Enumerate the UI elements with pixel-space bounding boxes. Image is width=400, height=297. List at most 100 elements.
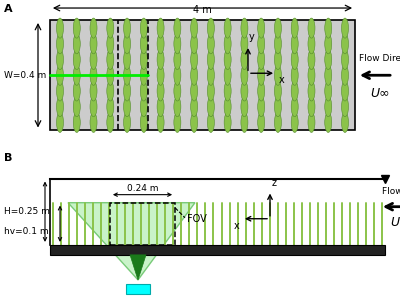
Text: Flow Direction: Flow Direction [359, 54, 400, 63]
Text: B: B [4, 153, 12, 162]
Ellipse shape [207, 50, 214, 69]
Ellipse shape [124, 34, 130, 54]
Ellipse shape [207, 97, 214, 117]
Ellipse shape [107, 50, 114, 69]
Ellipse shape [191, 18, 198, 38]
Ellipse shape [73, 34, 80, 54]
Ellipse shape [224, 18, 231, 38]
Ellipse shape [325, 50, 332, 69]
Ellipse shape [308, 81, 315, 101]
Text: FOV: FOV [187, 214, 207, 224]
Ellipse shape [140, 112, 147, 132]
Ellipse shape [342, 112, 348, 132]
Ellipse shape [274, 112, 282, 132]
Text: 0.24 m: 0.24 m [127, 184, 158, 193]
Ellipse shape [274, 97, 282, 117]
Ellipse shape [207, 34, 214, 54]
Ellipse shape [90, 18, 97, 38]
Ellipse shape [258, 50, 265, 69]
Ellipse shape [174, 97, 181, 117]
Ellipse shape [308, 18, 315, 38]
Ellipse shape [258, 97, 265, 117]
Ellipse shape [107, 97, 114, 117]
Ellipse shape [107, 65, 114, 85]
Text: U∞: U∞ [390, 216, 400, 229]
Polygon shape [68, 203, 195, 280]
Ellipse shape [73, 112, 80, 132]
Ellipse shape [325, 65, 332, 85]
Ellipse shape [191, 34, 198, 54]
Ellipse shape [241, 50, 248, 69]
Ellipse shape [191, 65, 198, 85]
Bar [50, 20, 355, 130]
Ellipse shape [157, 81, 164, 101]
Ellipse shape [124, 18, 130, 38]
Ellipse shape [291, 18, 298, 38]
Ellipse shape [308, 65, 315, 85]
Ellipse shape [73, 65, 80, 85]
Text: x: x [233, 221, 239, 231]
Ellipse shape [224, 112, 231, 132]
Ellipse shape [342, 65, 348, 85]
Text: y: y [249, 32, 255, 42]
Ellipse shape [207, 65, 214, 85]
Ellipse shape [56, 18, 64, 38]
Ellipse shape [342, 34, 348, 54]
Ellipse shape [56, 34, 64, 54]
Ellipse shape [157, 34, 164, 54]
Ellipse shape [258, 18, 265, 38]
Ellipse shape [140, 34, 147, 54]
Ellipse shape [274, 34, 282, 54]
Ellipse shape [73, 50, 80, 69]
Ellipse shape [140, 97, 147, 117]
Ellipse shape [56, 81, 64, 101]
Ellipse shape [241, 18, 248, 38]
Ellipse shape [90, 34, 97, 54]
Ellipse shape [325, 34, 332, 54]
Ellipse shape [90, 112, 97, 132]
Ellipse shape [124, 112, 130, 132]
Ellipse shape [291, 65, 298, 85]
Ellipse shape [258, 34, 265, 54]
Ellipse shape [325, 97, 332, 117]
Ellipse shape [224, 81, 231, 101]
Ellipse shape [325, 18, 332, 38]
Ellipse shape [274, 50, 282, 69]
Text: H=0.25 m: H=0.25 m [4, 207, 50, 216]
Ellipse shape [174, 50, 181, 69]
Ellipse shape [90, 65, 97, 85]
Ellipse shape [291, 112, 298, 132]
Ellipse shape [342, 50, 348, 69]
Text: hv=0.1 m: hv=0.1 m [4, 227, 49, 236]
Bar [50, 245, 385, 255]
Ellipse shape [191, 112, 198, 132]
Ellipse shape [224, 65, 231, 85]
Ellipse shape [325, 112, 332, 132]
Text: W=0.4 m: W=0.4 m [4, 71, 46, 80]
Text: x: x [279, 75, 285, 85]
Ellipse shape [124, 97, 130, 117]
Ellipse shape [258, 112, 265, 132]
Ellipse shape [124, 65, 130, 85]
Ellipse shape [308, 97, 315, 117]
Ellipse shape [174, 18, 181, 38]
Ellipse shape [291, 34, 298, 54]
Ellipse shape [191, 81, 198, 101]
Ellipse shape [241, 65, 248, 85]
Ellipse shape [157, 18, 164, 38]
Ellipse shape [258, 65, 265, 85]
Ellipse shape [291, 81, 298, 101]
Ellipse shape [207, 81, 214, 101]
Ellipse shape [274, 65, 282, 85]
Ellipse shape [241, 34, 248, 54]
Ellipse shape [308, 34, 315, 54]
Ellipse shape [241, 81, 248, 101]
Ellipse shape [157, 50, 164, 69]
Ellipse shape [140, 50, 147, 69]
Ellipse shape [342, 18, 348, 38]
Bar [126, 284, 150, 294]
Ellipse shape [107, 81, 114, 101]
Ellipse shape [291, 50, 298, 69]
Ellipse shape [107, 112, 114, 132]
Ellipse shape [73, 18, 80, 38]
